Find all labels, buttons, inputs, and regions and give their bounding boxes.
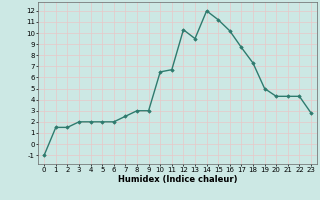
X-axis label: Humidex (Indice chaleur): Humidex (Indice chaleur) [118, 175, 237, 184]
